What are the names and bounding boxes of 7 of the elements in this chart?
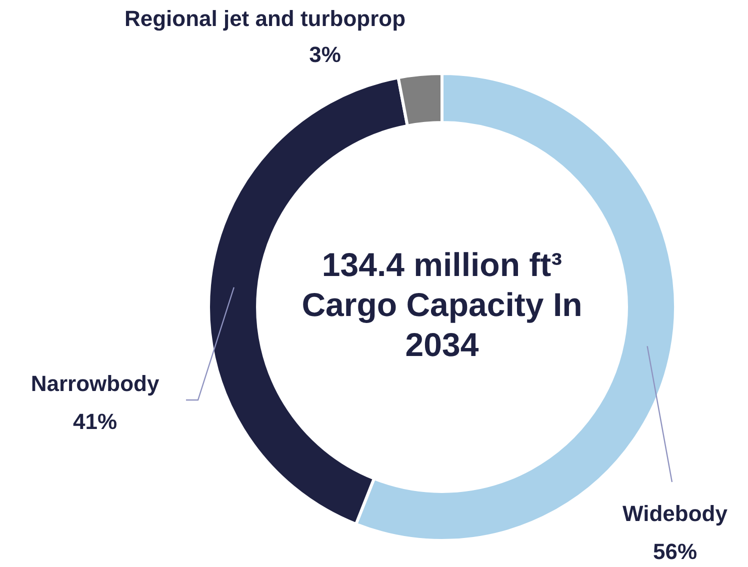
text: 134.4 million ft³ Cargo Capacity In 2034 [300, 245, 584, 365]
data-label: 41% [72, 409, 118, 434]
data-label: 56% [652, 539, 698, 564]
data-label: 3% [309, 42, 341, 68]
slice-label: Narrowbody [30, 371, 160, 396]
slice-label: Regional jet and turboprop [124, 6, 406, 32]
slice-label: Widebody [622, 501, 728, 526]
